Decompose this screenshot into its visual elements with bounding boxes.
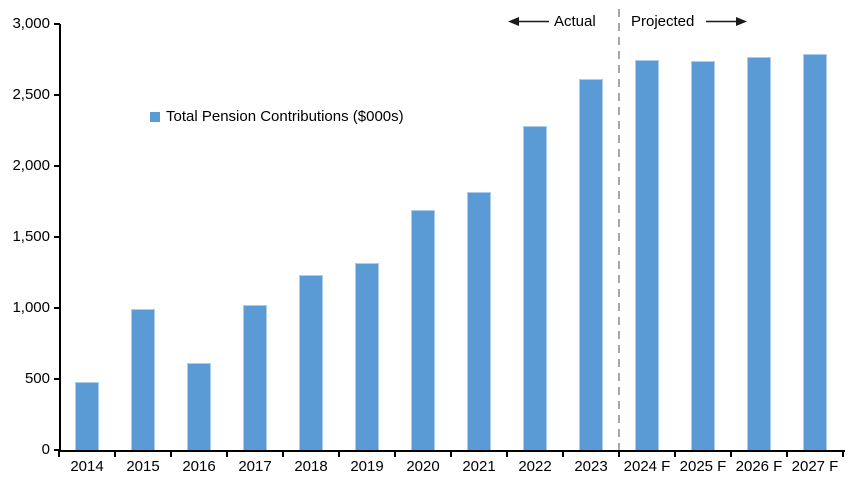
x-axis-tick (170, 450, 172, 457)
y-axis-tick-label: 2,500 (12, 86, 50, 103)
x-axis-tick (506, 450, 508, 457)
y-axis-tick-label: 0 (41, 441, 50, 458)
bar-2027-f (803, 53, 827, 450)
x-axis-tick-label: 2026 F (735, 458, 783, 475)
x-axis-tick-label: 2022 (518, 458, 552, 475)
y-axis-line (59, 24, 61, 452)
x-axis-tick (58, 450, 60, 457)
legend: Total Pension Contributions ($000s) (150, 108, 404, 125)
x-axis-tick-label: 2023 (574, 458, 608, 475)
x-axis-tick (786, 450, 788, 457)
x-axis-tick-label: 2014 (70, 458, 104, 475)
bar-2015 (131, 309, 155, 450)
projected-arrow-right-icon (706, 17, 747, 26)
bar-2019 (355, 262, 379, 450)
x-axis-tick (226, 450, 228, 457)
legend-label: Total Pension Contributions ($000s) (166, 108, 404, 125)
actual-projected-divider-line (618, 9, 620, 452)
bar-2024-f (635, 59, 659, 450)
x-axis-tick (562, 450, 564, 457)
bar-2026-f (747, 56, 771, 450)
x-axis-tick-label: 2017 (238, 458, 272, 475)
bar-2023 (579, 79, 603, 450)
y-axis-tick (54, 236, 60, 238)
y-axis-tick (54, 23, 60, 25)
y-axis-tick-label: 2,000 (12, 157, 50, 174)
x-axis-tick-label: 2021 (462, 458, 496, 475)
actual-arrow-left-icon (508, 17, 549, 26)
y-axis-tick (54, 165, 60, 167)
x-axis-tick (114, 450, 116, 457)
x-axis-tick-label: 2027 F (791, 458, 839, 475)
bar-2021 (467, 191, 491, 450)
x-axis-line (59, 450, 845, 452)
projected-label: Projected (631, 13, 695, 30)
bar-2016 (187, 363, 211, 450)
y-axis-tick-label: 3,000 (12, 15, 50, 32)
x-axis-tick (618, 450, 620, 457)
y-axis-tick (54, 94, 60, 96)
x-axis-tick-label: 2018 (294, 458, 328, 475)
y-axis-tick (54, 449, 60, 451)
bar-2017 (243, 305, 267, 450)
bar-2018 (299, 275, 323, 450)
x-axis-tick-label: 2020 (406, 458, 440, 475)
bar-2022 (523, 126, 547, 450)
x-axis-tick (338, 450, 340, 457)
y-axis-tick (54, 378, 60, 380)
x-axis-tick-label: 2024 F (623, 458, 671, 475)
y-axis-tick-label: 500 (24, 370, 50, 387)
x-axis-tick (730, 450, 732, 457)
legend-swatch-icon (150, 111, 160, 122)
bar-2025-f (691, 60, 715, 450)
x-axis-tick (842, 450, 844, 457)
y-axis-tick-label: 1,000 (12, 299, 50, 316)
x-axis-tick-label: 2025 F (679, 458, 727, 475)
x-axis-tick (394, 450, 396, 457)
x-axis-tick-label: 2015 (126, 458, 160, 475)
x-axis-tick-label: 2019 (350, 458, 384, 475)
y-axis-tick (54, 307, 60, 309)
x-axis-tick (674, 450, 676, 457)
x-axis-tick (450, 450, 452, 457)
y-axis-tick-label: 1,500 (12, 228, 50, 245)
bar-2014 (75, 381, 99, 450)
actual-label: Actual (554, 13, 596, 30)
x-axis-tick-label: 2016 (182, 458, 216, 475)
x-axis-tick (282, 450, 284, 457)
bar-2020 (411, 210, 435, 450)
